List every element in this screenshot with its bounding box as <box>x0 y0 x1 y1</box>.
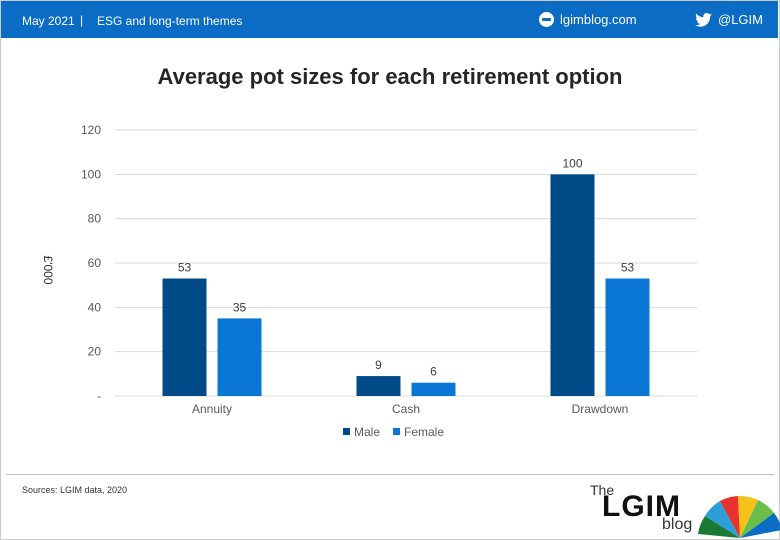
bar-chart: - 20 40 60 80 100 120 53 35 9 6 100 53 Annuity Cash D… <box>41 123 697 439</box>
bar-female-cash <box>411 382 456 396</box>
bars <box>162 174 650 396</box>
globe-icon <box>539 12 554 27</box>
header-date: May 2021 <box>22 14 75 28</box>
twitter-icon <box>695 12 712 27</box>
data-label: 53 <box>178 261 192 275</box>
logo-blog: blog <box>662 516 693 533</box>
twitter-link[interactable]: @LGIM <box>695 12 763 27</box>
bar-female-annuity <box>217 318 262 396</box>
data-labels: 53 35 9 6 100 53 <box>178 156 635 378</box>
chart-title: Average pot sizes for each retirement op… <box>157 64 623 89</box>
legend-swatch-male <box>343 428 350 435</box>
data-label: 9 <box>375 358 382 372</box>
site-link[interactable]: lgimblog.com <box>539 12 637 27</box>
x-tick-label: Annuity <box>192 402 232 416</box>
bar-male-annuity <box>162 278 207 396</box>
source-note: Sources: LGIM data, 2020 <box>22 485 128 495</box>
bar-female-drawdown <box>605 278 650 396</box>
x-axis-ticks: Annuity Cash Drawdown <box>192 402 628 416</box>
y-tick-label: 120 <box>81 123 101 137</box>
gridlines <box>115 129 697 397</box>
legend-label-male: Male <box>354 425 380 439</box>
x-tick-label: Cash <box>392 402 420 416</box>
y-tick-label: 40 <box>88 300 102 314</box>
footer-divider <box>6 474 774 475</box>
bar-male-cash <box>356 376 401 396</box>
site-link-label: lgimblog.com <box>560 12 637 27</box>
umbrella-icon <box>698 495 780 538</box>
lgim-blog-logo[interactable]: The LGIM blog <box>590 482 780 540</box>
header-separator: | <box>80 13 84 27</box>
data-label: 6 <box>430 365 437 379</box>
data-label: 53 <box>621 261 635 275</box>
y-tick-label: 80 <box>88 212 102 226</box>
y-axis-label: £'000 <box>41 256 55 285</box>
y-tick-label: - <box>97 389 101 403</box>
legend-swatch-female <box>393 428 400 435</box>
header-theme[interactable]: ESG and long-term themes <box>97 14 243 28</box>
bar-male-drawdown <box>550 174 595 396</box>
data-label: 35 <box>233 300 247 314</box>
data-label: 100 <box>562 156 582 170</box>
y-tick-label: 60 <box>88 256 102 270</box>
twitter-handle: @LGIM <box>718 12 763 27</box>
y-tick-label: 20 <box>88 345 102 359</box>
legend-label-female: Female <box>404 425 444 439</box>
y-tick-label: 100 <box>81 167 101 181</box>
x-tick-label: Drawdown <box>572 402 629 416</box>
y-axis-ticks: - 20 40 60 80 100 120 <box>81 123 101 403</box>
header-bar: May 2021 | ESG and long-term themes lgim… <box>1 1 778 38</box>
legend: Male Female <box>343 425 444 439</box>
logo-the: The <box>590 482 615 498</box>
logo-lgim: LGIM <box>602 490 681 523</box>
